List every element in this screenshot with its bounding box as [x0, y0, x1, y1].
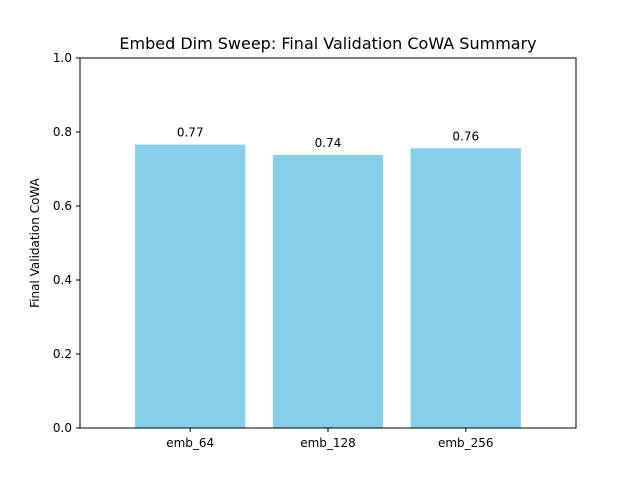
- y-tick-label: 1.0: [53, 51, 72, 65]
- x-tick-label-emb_128: emb_128: [300, 436, 356, 450]
- bars-group: [135, 144, 521, 428]
- y-tick-label: 0.0: [53, 421, 72, 435]
- bar-emb_128: [272, 154, 384, 428]
- y-axis-label: Final Validation CoWA: [28, 177, 42, 307]
- x-tick-label-emb_256: emb_256: [438, 436, 494, 450]
- x-axis-ticks: emb_64 emb_128 emb_256: [166, 428, 494, 450]
- y-tick-label: 0.8: [53, 125, 72, 139]
- bar-value-label-emb_256: 0.76: [452, 129, 479, 143]
- x-tick-label-emb_64: emb_64: [166, 436, 214, 450]
- y-axis-ticks: 0.0 0.2 0.4 0.6 0.8 1.0: [53, 51, 80, 435]
- y-tick-label: 0.2: [53, 347, 72, 361]
- value-labels-group: 0.77 0.74 0.76: [177, 126, 479, 150]
- bar-emb_64: [135, 144, 246, 428]
- y-tick-label: 0.6: [53, 199, 72, 213]
- bar-emb_256: [410, 148, 521, 428]
- bar-value-label-emb_64: 0.77: [177, 126, 204, 140]
- y-tick-label: 0.4: [53, 273, 72, 287]
- bar-value-label-emb_128: 0.74: [315, 136, 342, 150]
- chart-title: Embed Dim Sweep: Final Validation CoWA S…: [119, 34, 536, 53]
